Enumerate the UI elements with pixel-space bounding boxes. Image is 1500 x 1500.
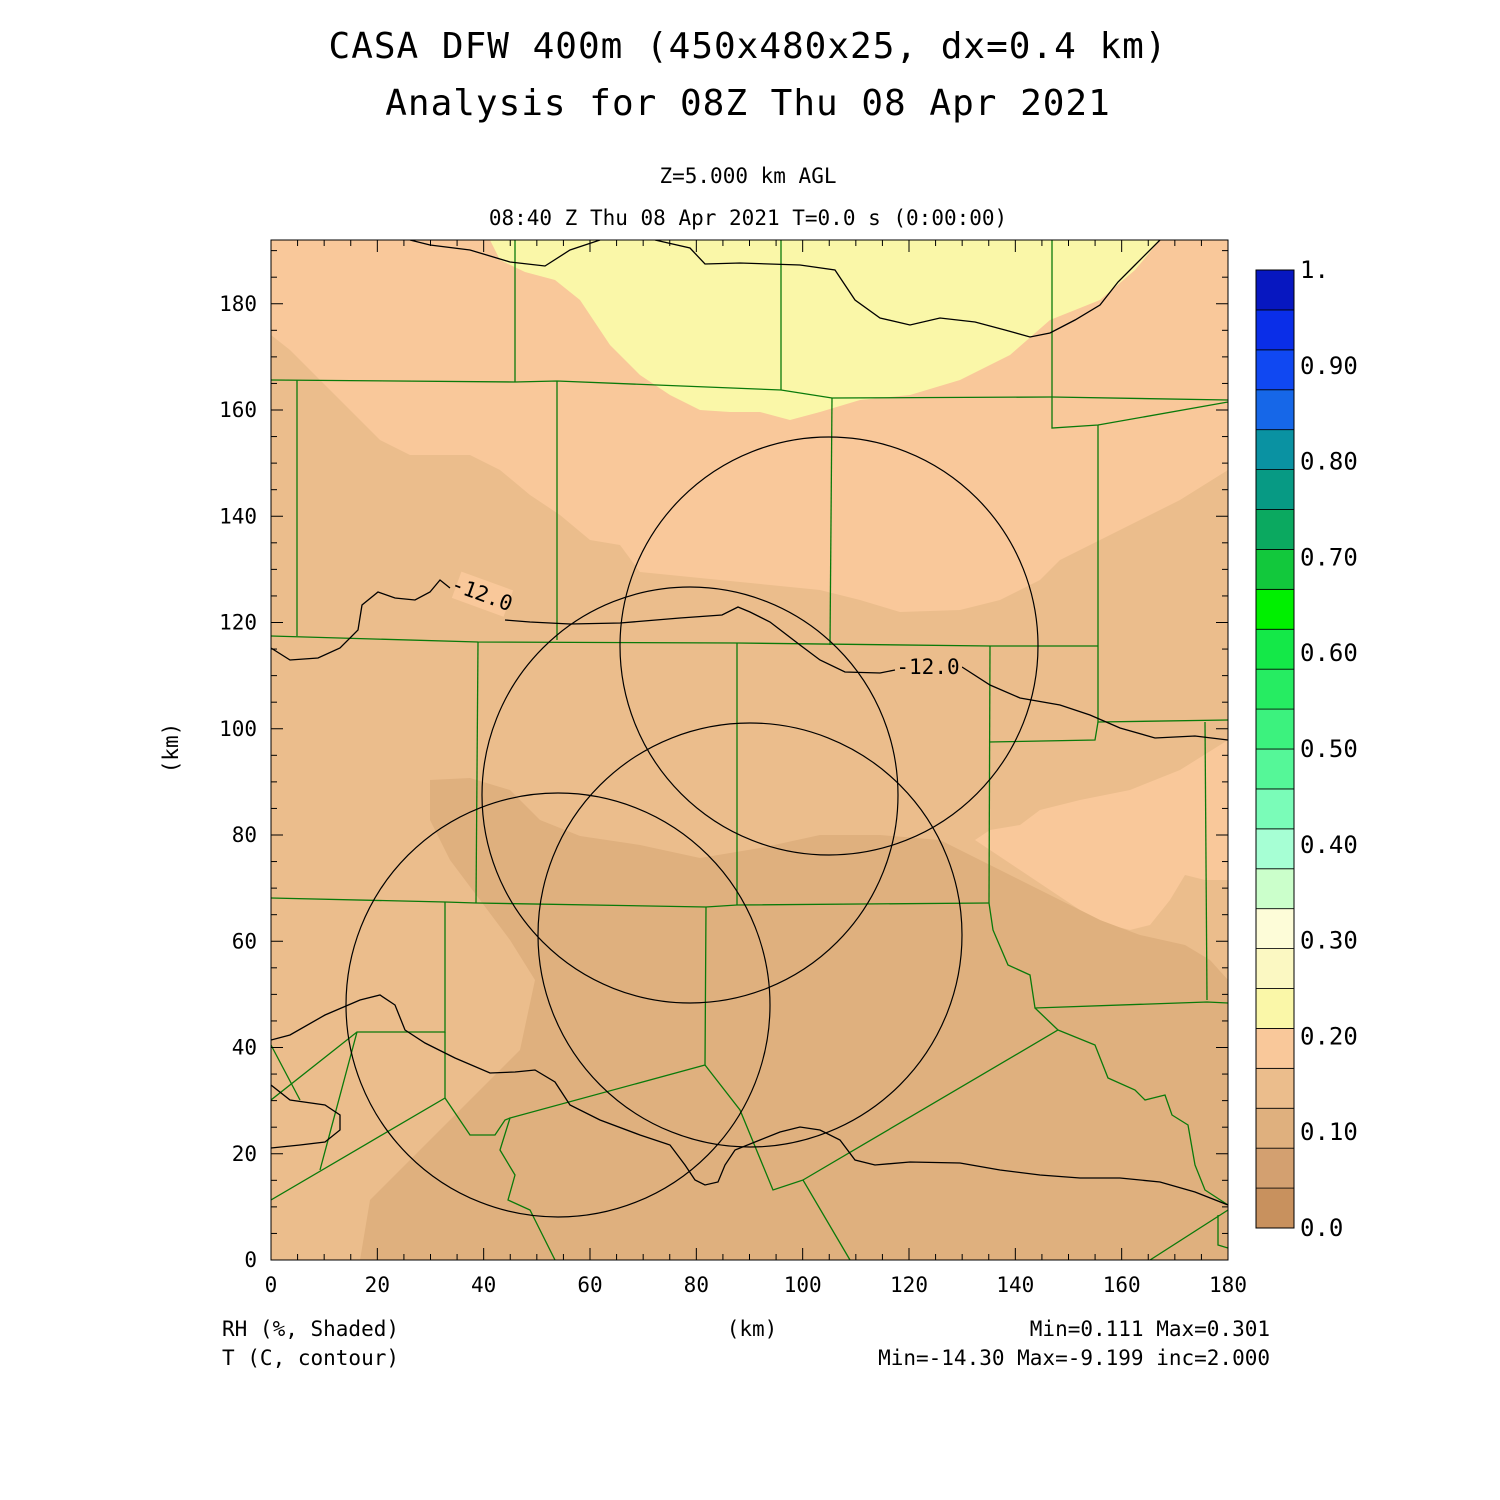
colorbar-swatch (1255, 1067, 1295, 1109)
x-tick-label: 140 (996, 1273, 1034, 1297)
colorbar-swatch (1255, 708, 1295, 750)
plot-title-line2: Analysis for 08Z Thu 08 Apr 2021 (385, 83, 1111, 124)
x-tick-label: 0 (265, 1273, 278, 1297)
county-boundaries (271, 240, 1228, 1260)
x-tick-label: 40 (471, 1273, 496, 1297)
contour-field-label: T (C, contour) (222, 1346, 399, 1370)
rh-shading-025-band (490, 240, 1160, 420)
plot-title-line1: CASA DFW 400m (450x480x25, dx=0.4 km) (329, 26, 1168, 67)
temperature-contours (271, 240, 1228, 1206)
y-tick-label: 180 (219, 292, 257, 316)
map-area (271, 240, 1228, 1260)
colorbar-swatch (1255, 1147, 1295, 1189)
contour-label-2: -12.0 (896, 655, 959, 679)
colorbar-label: 1. (1300, 256, 1329, 284)
y-axis: 0 20 40 60 80 100 120 140 160 180 (219, 250, 1228, 1272)
colorbar-label: 0.40 (1300, 831, 1358, 859)
y-axis-label: (km) (159, 723, 183, 774)
contour-stats: Min=-14.30 Max=-9.199 inc=2.000 (878, 1346, 1270, 1370)
y-tick-label: 20 (232, 1142, 257, 1166)
colorbar-label: 0.30 (1300, 927, 1358, 955)
radar-ring-3 (537, 722, 963, 1148)
shaded-field-label: RH (%, Shaded) (222, 1317, 399, 1341)
colorbar-label: 0.90 (1300, 352, 1358, 380)
y-tick-label: 40 (232, 1036, 257, 1060)
x-tick-label: 160 (1103, 1273, 1141, 1297)
y-tick-label: 140 (219, 504, 257, 528)
colorbar-swatch (1255, 429, 1295, 470)
colorbar-label: 0.60 (1300, 639, 1358, 667)
x-axis-label: (km) (727, 1317, 778, 1341)
colorbar-swatch (1255, 349, 1295, 391)
y-tick-label: 0 (244, 1248, 257, 1272)
colorbar-label: 0.80 (1300, 448, 1358, 476)
x-tick-label: 100 (784, 1273, 822, 1297)
colorbar-swatch (1255, 469, 1295, 510)
colorbar-swatch (1255, 668, 1295, 710)
colorbar-swatch (1255, 908, 1295, 949)
colorbar-label: 0.0 (1300, 1214, 1343, 1242)
colorbar-swatch (1255, 628, 1295, 670)
colorbar-swatch (1255, 948, 1295, 989)
radar-range-rings (345, 436, 1039, 1218)
colorbar-swatch (1255, 588, 1295, 630)
rh-shading-020-band-east (975, 740, 1228, 930)
colorbar-swatch (1255, 828, 1295, 870)
radar-ring-4 (345, 792, 771, 1218)
colorbar-swatch (1255, 509, 1295, 550)
colorbar-swatch (1255, 988, 1295, 1029)
x-tick-label: 60 (577, 1273, 602, 1297)
colorbar-swatch (1255, 309, 1295, 351)
rh-shading-010-band (360, 778, 1228, 1260)
colorbar-swatch (1255, 788, 1295, 830)
colorbar-swatch (1255, 389, 1295, 431)
x-axis: 0 20 40 60 80 100 120 140 160 180 (265, 240, 1247, 1297)
colorbar-swatch (1255, 868, 1295, 910)
x-tick-label: 120 (890, 1273, 928, 1297)
x-tick-label: 20 (365, 1273, 390, 1297)
radar-ring-2 (481, 586, 899, 1004)
colorbar-label: 0.70 (1300, 543, 1358, 571)
shaded-stats: Min=0.111 Max=0.301 (1030, 1317, 1270, 1341)
y-tick-label: 160 (219, 398, 257, 422)
colorbar-label: 0.20 (1300, 1022, 1358, 1050)
level-label: Z=5.000 km AGL (659, 164, 836, 188)
x-tick-label: 180 (1209, 1273, 1247, 1297)
colorbar-swatch (1255, 748, 1295, 790)
x-tick-label: 80 (684, 1273, 709, 1297)
y-tick-label: 80 (232, 823, 257, 847)
radar-ring-1 (619, 436, 1039, 856)
colorbar-swatch (1255, 269, 1295, 311)
y-tick-label: 60 (232, 929, 257, 953)
colorbar: 0.0 0.10 0.20 0.30 0.40 0.50 0.60 0.70 0.80 0.90 1… (1255, 256, 1358, 1242)
colorbar-label: 0.50 (1300, 735, 1358, 763)
y-tick-label: 100 (219, 717, 257, 741)
y-tick-label: 120 (219, 611, 257, 635)
colorbar-swatch (1255, 1187, 1295, 1229)
colorbar-label: 0.10 (1300, 1118, 1358, 1146)
colorbar-swatch (1255, 1107, 1295, 1149)
colorbar-swatch (1255, 1028, 1295, 1069)
time-label: 08:40 Z Thu 08 Apr 2021 T=0.0 s (0:00:00… (489, 206, 1007, 230)
colorbar-swatch (1255, 549, 1295, 590)
